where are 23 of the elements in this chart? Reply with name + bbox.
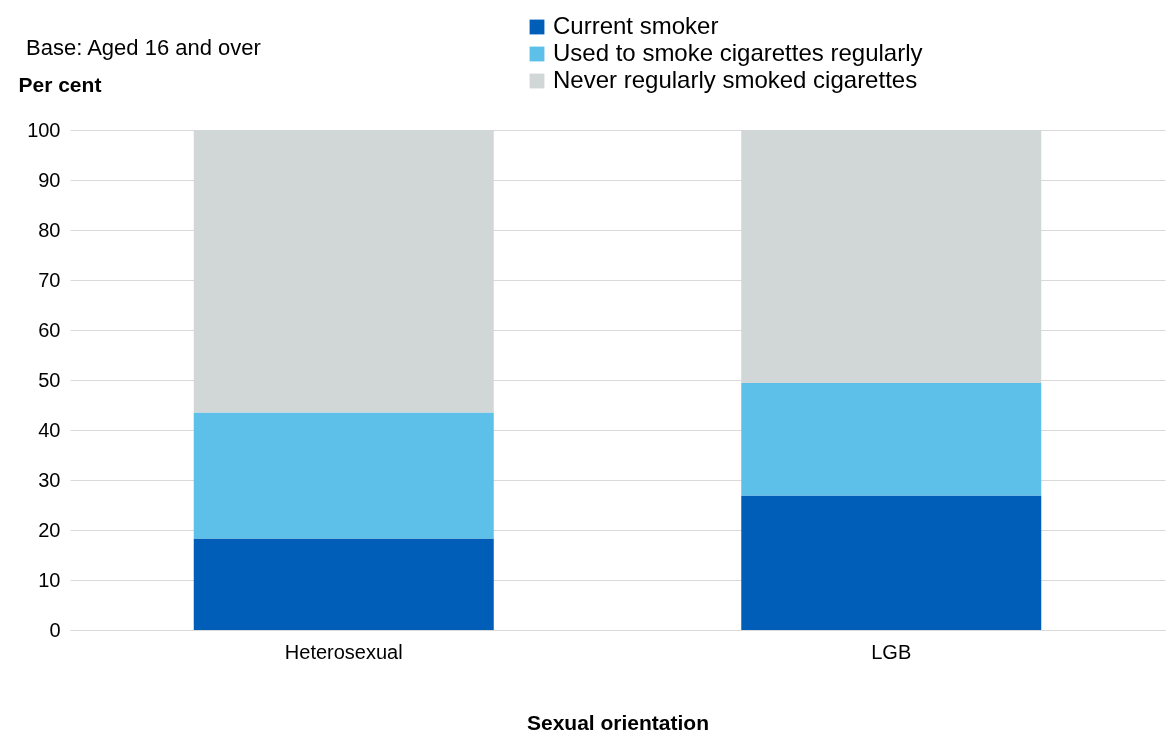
y-tick-label: 60 [38,318,61,341]
y-tick-label: 70 [38,268,61,291]
legend-label: Never regularly smoked cigarettes [553,66,918,93]
chart-title: Base: Aged 16 and over [26,35,261,60]
x-tick-label: Heterosexual [284,640,403,663]
y-tick-label: 30 [38,468,61,491]
bar [193,412,494,539]
y-tick-label: 100 [27,118,61,141]
bar [741,495,1042,630]
legend-label: Current smoker [553,12,719,39]
y-tick-label: 0 [49,618,61,641]
y-tick-label: 20 [38,518,61,541]
y-tick-label: 50 [38,368,61,391]
y-tick-label: 90 [38,168,61,191]
x-axis-title: Sexual orientation [526,710,710,734]
legend-label: Used to smoke cigarettes regularly [553,39,923,66]
x-tick-label: LGB [871,640,912,663]
bar [193,538,494,630]
y-axis-title: Per cent [18,72,102,96]
y-tick-label: 80 [38,218,61,241]
y-tick-label: 40 [38,418,61,441]
bar [741,383,1042,496]
y-tick-label: 10 [38,568,61,591]
